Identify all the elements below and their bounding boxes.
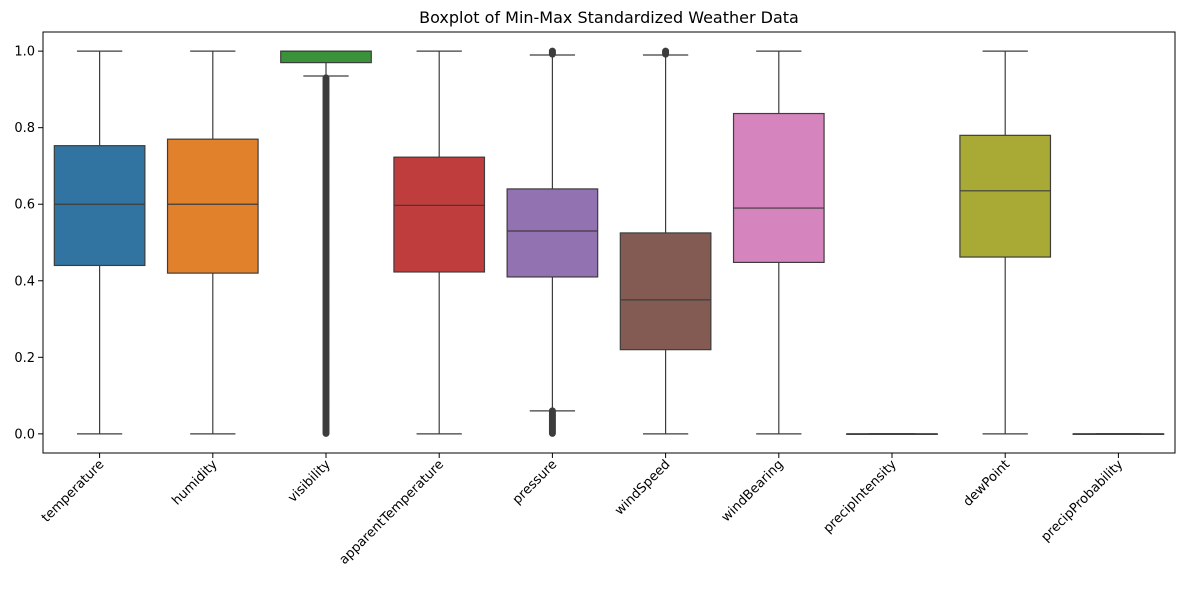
box-group-visibility <box>280 50 372 437</box>
x-tick-label: visibility <box>285 457 334 506</box>
x-tick-label: temperature <box>39 457 107 525</box>
y-tick-label: 1.0 <box>14 45 35 60</box>
y-tick-label: 0.6 <box>14 198 35 213</box>
box-group-precipProbability <box>1072 433 1165 435</box>
plot-area <box>53 47 1165 437</box>
x-tick-label: precipIntensity <box>821 457 900 536</box>
y-axis: 0.0 0.2 0.4 0.6 0.8 1.0 <box>14 45 43 442</box>
outlier-point <box>548 429 556 437</box>
box-group-pressure <box>506 47 599 437</box>
outlier-point <box>548 50 556 58</box>
x-tick-label: windBearing <box>719 457 787 525</box>
box-pressure <box>506 188 599 278</box>
box-humidity <box>166 138 259 274</box>
box-dewPoint <box>959 134 1052 258</box>
box-group-precipIntensity <box>846 433 938 435</box>
box-group-apparentTemperature <box>393 50 486 435</box>
box-group-humidity <box>166 50 259 435</box>
box-visibility <box>280 50 372 64</box>
axes-frame <box>42 31 1176 454</box>
y-tick-label: 0.8 <box>14 121 35 136</box>
box-windBearing <box>732 112 825 264</box>
box-group-temperature <box>53 50 146 435</box>
x-tick-label: precipProbability <box>1039 457 1127 545</box>
box-group-windSpeed <box>619 47 712 435</box>
y-tick-label: 0.0 <box>14 427 35 442</box>
x-tick-label: dewPoint <box>961 457 1013 509</box>
chart-title: Boxplot of Min-Max Standardized Weather … <box>419 8 799 27</box>
box-apparentTemperature <box>393 156 486 273</box>
y-tick-label: 0.4 <box>14 274 35 289</box>
outlier-point <box>662 50 670 58</box>
box-group-dewPoint <box>959 50 1052 435</box>
box-group-windBearing <box>732 50 825 435</box>
box-temperature <box>53 145 146 267</box>
x-axis: temperature humidity visibility apparentTem… <box>39 453 1126 568</box>
box-windSpeed <box>619 232 712 351</box>
y-tick-label: 0.2 <box>14 351 35 366</box>
x-tick-label: pressure <box>510 457 560 507</box>
outlier-point <box>322 429 330 437</box>
x-tick-label: humidity <box>169 457 220 508</box>
x-tick-label: windSpeed <box>612 457 673 518</box>
x-tick-label: apparentTemperature <box>337 457 447 567</box>
